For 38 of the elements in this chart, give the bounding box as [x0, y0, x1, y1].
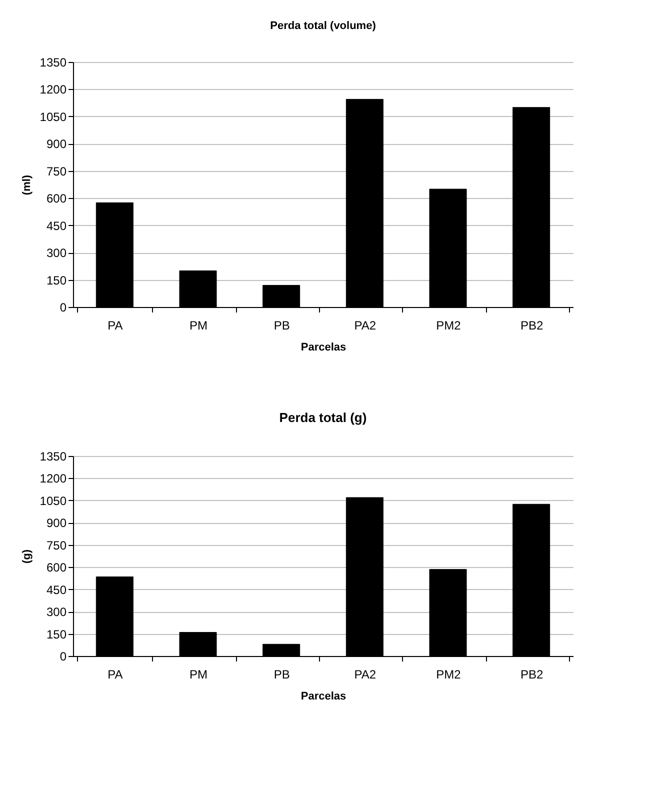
x-axis-title: Parcelas — [300, 690, 346, 702]
x-tick-label: PB2 — [520, 668, 544, 682]
x-tick-label: PA — [108, 318, 123, 332]
x-axis-title: Parcelas — [300, 342, 346, 354]
y-tick-label: 150 — [46, 273, 67, 288]
y-tick-label: 600 — [46, 192, 67, 206]
y-tick-label: 450 — [46, 582, 67, 597]
x-tick-label: PA2 — [354, 318, 376, 332]
x-tick-label: PB2 — [520, 318, 544, 332]
y-tick-label: 900 — [46, 516, 67, 530]
x-tick-label: PM — [190, 318, 208, 332]
y-tick-label: 750 — [46, 164, 67, 178]
y-tick-label: 900 — [46, 137, 67, 152]
chart-title: Perda total (volume) — [270, 20, 376, 32]
y-tick-label: 1350 — [40, 56, 67, 70]
x-tick-label: PM2 — [436, 318, 462, 332]
y-tick-label: 1200 — [40, 472, 67, 486]
y-tick-label: 1200 — [40, 82, 67, 97]
y-tick-label: 0 — [60, 300, 67, 314]
x-tick-label: PM — [190, 668, 208, 682]
y-tick-label: 0 — [60, 650, 67, 664]
y-tick-label: 600 — [46, 560, 67, 575]
y-tick-label: 1050 — [40, 110, 67, 124]
y-axis-title: (ml) — [20, 174, 33, 196]
y-tick-label: 1050 — [40, 494, 67, 508]
chart-title: Perda total (g) — [279, 410, 367, 425]
y-tick-label: 150 — [46, 627, 67, 642]
y-tick-label: 300 — [46, 605, 67, 620]
y-tick-label: 750 — [46, 538, 67, 552]
x-tick-label: PM2 — [436, 668, 462, 682]
y-tick-label: 300 — [46, 246, 67, 260]
x-tick-label: PB — [274, 668, 290, 682]
x-tick-label: PB — [274, 318, 290, 332]
y-tick-label: 450 — [46, 218, 67, 233]
y-axis-title: (g) — [20, 549, 33, 564]
x-tick-label: PA — [108, 668, 123, 682]
x-tick-label: PA2 — [354, 668, 376, 682]
y-tick-label: 1350 — [40, 450, 67, 464]
